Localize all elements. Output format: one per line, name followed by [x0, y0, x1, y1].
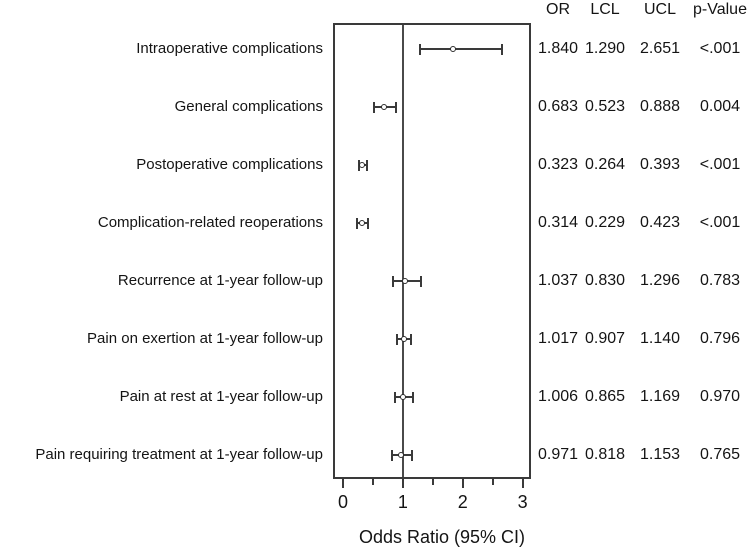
outcome-label: Postoperative complications	[136, 156, 323, 173]
ci-cap-left	[396, 333, 399, 345]
ci-line	[420, 48, 502, 50]
x-axis-major-tick	[401, 479, 404, 488]
stats-row: 1.037 0.830 1.296 0.783	[536, 272, 750, 290]
outcome-label: Recurrence at 1-year follow-up	[117, 272, 323, 289]
or-marker	[359, 162, 366, 168]
stats-row: 0.683 0.523 0.888 0.004	[536, 98, 750, 116]
stats-cell-p: <.001	[699, 156, 741, 173]
stats-cell-or: 0.971	[537, 446, 579, 463]
ci-cap-right	[412, 391, 415, 403]
stats-row: 1.017 0.907 1.140 0.796	[536, 330, 750, 348]
plot-frame	[333, 23, 531, 479]
stats-row: 1.840 1.290 2.651 <.001	[536, 40, 750, 58]
ci-cap-left	[355, 217, 358, 229]
stats-header-p: p-Value	[693, 1, 747, 18]
stats-header-ucl: UCL	[643, 1, 676, 18]
stats-row: 0.314 0.229 0.423 <.001	[536, 214, 750, 232]
ci-cap-left	[357, 159, 360, 171]
x-axis-tick-label: 1	[397, 492, 408, 512]
stats-cell-p: <.001	[699, 214, 741, 231]
or-marker	[400, 336, 407, 342]
stats-cell-lcl: 0.818	[584, 446, 626, 463]
ci-cap-right	[367, 217, 370, 229]
reference-line-or1	[402, 25, 404, 477]
x-axis-major-tick	[342, 479, 344, 488]
stats-cell-p: <.001	[699, 40, 741, 57]
stats-cell-lcl: 0.264	[584, 156, 626, 173]
stats-cell-ucl: 0.888	[639, 98, 681, 115]
stats-cell-ucl: 1.153	[639, 446, 681, 463]
x-axis-tick-label: 3	[517, 492, 528, 512]
ci-cap-left	[373, 101, 376, 113]
stats-cell-ucl: 2.651	[639, 40, 681, 57]
or-marker	[380, 104, 387, 110]
stats-cell-or: 1.006	[537, 388, 579, 405]
ci-cap-right	[365, 159, 368, 171]
stats-cell-p: 0.796	[699, 330, 741, 347]
stats-cell-lcl: 0.229	[584, 214, 626, 231]
stats-cell-or: 1.037	[537, 272, 579, 289]
stats-cell-ucl: 0.423	[639, 214, 681, 231]
stats-cell-p: 0.783	[699, 272, 741, 289]
stats-cell-ucl: 0.393	[639, 156, 681, 173]
stats-cell-lcl: 0.830	[584, 272, 626, 289]
outcome-label: Pain requiring treatment at 1-year follo…	[35, 446, 323, 463]
x-axis-minor-tick	[431, 479, 434, 485]
stats-header-or: OR	[546, 1, 570, 18]
ci-cap-left	[419, 43, 422, 55]
stats-cell-or: 1.017	[537, 330, 579, 347]
x-axis-tick-label: 0	[337, 492, 348, 512]
or-marker	[398, 452, 405, 458]
stats-row: 0.323 0.264 0.393 <.001	[536, 156, 750, 174]
ci-cap-left	[393, 391, 396, 403]
ci-cap-right	[500, 43, 503, 55]
stats-cell-ucl: 1.169	[639, 388, 681, 405]
stats-cell-or: 1.840	[537, 40, 579, 57]
ci-cap-left	[391, 275, 394, 287]
stats-cell-p: 0.004	[699, 98, 741, 115]
stats-header-row: OR LCL UCL p-Value	[536, 1, 750, 19]
or-marker	[450, 46, 457, 52]
stats-row: 0.971 0.818 1.153 0.765	[536, 446, 750, 464]
outcome-label: Pain at rest at 1-year follow-up	[119, 388, 323, 405]
or-marker	[402, 278, 409, 284]
stats-cell-lcl: 0.865	[584, 388, 626, 405]
ci-cap-right	[395, 101, 398, 113]
or-marker	[400, 394, 407, 400]
x-axis-minor-tick	[371, 479, 374, 485]
stats-cell-ucl: 1.140	[639, 330, 681, 347]
ci-cap-left	[390, 449, 393, 461]
stats-cell-or: 0.323	[537, 156, 579, 173]
stats-cell-p: 0.765	[699, 446, 741, 463]
ci-cap-right	[419, 275, 422, 287]
outcome-label: General complications	[174, 98, 323, 115]
stats-cell-p: 0.970	[699, 388, 741, 405]
stats-cell-lcl: 0.523	[584, 98, 626, 115]
stats-cell-lcl: 0.907	[584, 330, 626, 347]
stats-cell-ucl: 1.296	[639, 272, 681, 289]
outcome-label: Complication-related reoperations	[97, 214, 323, 231]
stats-cell-or: 0.314	[537, 214, 579, 231]
ci-cap-right	[410, 333, 413, 345]
or-marker	[358, 220, 365, 226]
stats-header-lcl: LCL	[590, 1, 620, 18]
x-axis-major-tick	[521, 479, 524, 488]
outcome-label: Pain on exertion at 1-year follow-up	[87, 330, 323, 347]
stats-cell-or: 0.683	[537, 98, 579, 115]
x-axis-minor-tick	[491, 479, 494, 485]
x-axis-title: Odds Ratio (95% CI)	[358, 527, 526, 547]
x-axis-tick-label: 2	[457, 492, 468, 512]
outcome-label: Intraoperative complications	[136, 40, 323, 57]
stats-row: 1.006 0.865 1.169 0.970	[536, 388, 750, 406]
x-axis-major-tick	[461, 479, 464, 488]
ci-cap-right	[411, 449, 414, 461]
stats-cell-lcl: 1.290	[584, 40, 626, 57]
